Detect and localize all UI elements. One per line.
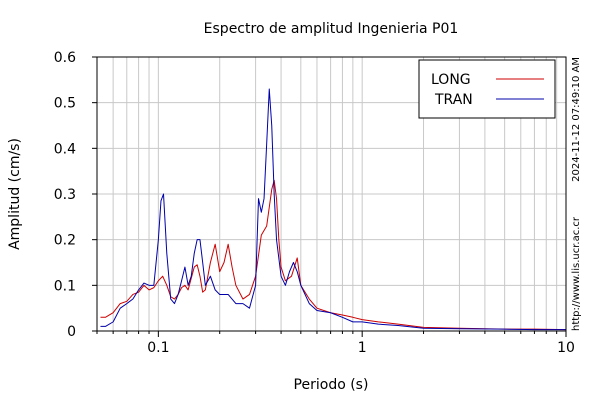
y-tick-label: 0.2 <box>54 233 76 249</box>
series-line-long <box>100 179 567 331</box>
y-tick-label: 0.4 <box>54 141 76 157</box>
axis-ticks: 0 0.1 0.2 0.3 0.4 0.5 0.6 0.1 1 10 <box>54 50 575 356</box>
grid-lines <box>96 56 567 332</box>
series-line-tran <box>100 88 566 331</box>
y-axis-label: Amplitud (cm/s) <box>7 138 23 250</box>
chart-title: Espectro de amplitud Ingenieria P01 <box>204 21 459 37</box>
source-url-text: http://www.lis.ucr.ac.cr <box>571 216 582 331</box>
y-tick-label: 0.3 <box>54 187 76 203</box>
legend-box <box>418 59 556 119</box>
y-tick-label: 0.6 <box>54 50 76 66</box>
y-tick-label: 0.1 <box>54 278 76 294</box>
legend-label-tran: TRAN <box>434 92 473 108</box>
x-axis-label: Periodo (s) <box>294 377 369 393</box>
x-tick-label: 10 <box>557 340 575 356</box>
series-layer <box>100 88 567 331</box>
x-tick-label: 0.1 <box>147 340 169 356</box>
x-tick-label: 1 <box>358 340 367 356</box>
legend: LONG TRAN <box>418 59 556 119</box>
timestamp-text: 2024-11-12 07:49:10 AM <box>571 57 582 182</box>
legend-label-long: LONG <box>431 72 471 88</box>
y-tick-label: 0 <box>67 324 76 340</box>
y-tick-label: 0.5 <box>54 96 76 112</box>
